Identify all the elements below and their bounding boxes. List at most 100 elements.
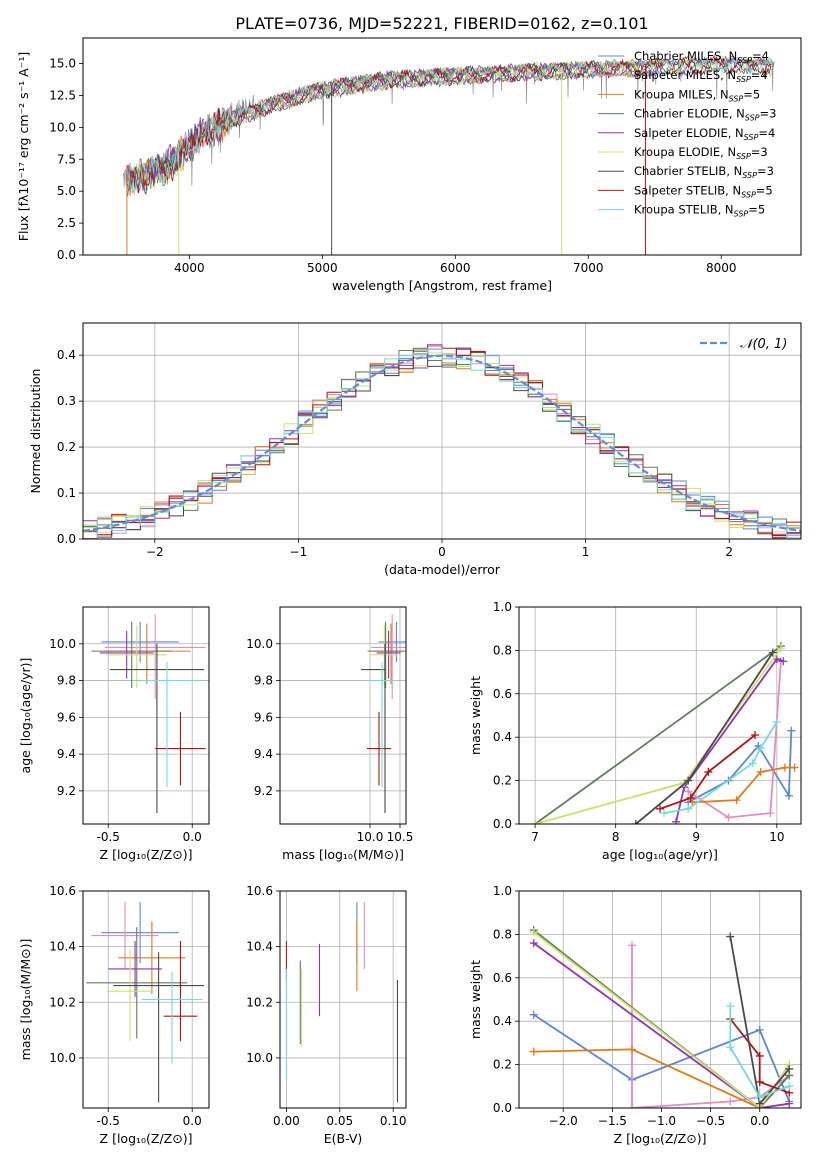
data-point-marker (768, 648, 777, 657)
x-tick-label: 5000 (307, 261, 338, 275)
axes-frame (518, 890, 802, 1109)
y-tick-label: 0.0 (493, 1101, 512, 1115)
legend-label: Kroupa ELODIE, NSSP=3 (634, 145, 768, 161)
y-tick-label: 1.0 (493, 884, 512, 898)
data-point-marker (529, 1010, 538, 1019)
y-tick-label: 0.6 (493, 971, 512, 985)
model-spectrum-line (126, 58, 641, 197)
y-axis-label: Normed distribution (28, 369, 43, 494)
legend-label: Salpeter STELIB, NSSP=5 (634, 183, 773, 199)
data-point-marker (529, 928, 538, 937)
error-bars (285, 902, 399, 1103)
y-tick-label: 0.4 (57, 348, 76, 362)
data-point-marker (790, 763, 799, 772)
x-tick-label: 0.05 (326, 1114, 353, 1128)
y-tick-label: 10.0 (49, 1051, 76, 1065)
data-point-marker (766, 809, 775, 818)
x-tick-label: −2.0 (549, 1114, 578, 1128)
data-point-marker (780, 763, 789, 772)
histogram-step-line (83, 348, 801, 539)
x-tick-label: 4000 (174, 261, 205, 275)
y-tick-label: 0.2 (493, 1058, 512, 1072)
axes-frame (279, 890, 407, 1109)
data-point-marker (531, 820, 540, 824)
data-point-marker (784, 791, 793, 800)
series-line (729, 1006, 790, 1099)
figure-title: PLATE=0736, MJD=52221, FIBERID=0162, z=0… (235, 14, 648, 33)
y-tick-label: 10.6 (49, 884, 76, 898)
x-tick-label: 0.0 (183, 830, 202, 844)
data-point-marker (755, 1077, 764, 1086)
y-tick-label: 0.0 (493, 817, 512, 831)
y-tick-label: 10.0 (49, 637, 76, 651)
data-point-marker (785, 1099, 794, 1108)
y-tick-label: 9.6 (57, 710, 76, 724)
y-tick-label: 9.6 (254, 710, 273, 724)
x-tick-label: −1 (290, 545, 308, 559)
axes-frame (82, 322, 802, 540)
data-point-marker (732, 796, 741, 805)
data-point-marker (686, 793, 695, 802)
legend-label: Salpeter MILES, NSSP=4 (634, 68, 768, 84)
axes-mass_vs_ebv: 0.00 0.05 0.10 10.0 10.2 10.4 10.6 E(B-V) (246, 884, 406, 1146)
legend: 𝒩(0, 1) (700, 337, 787, 352)
data-point-marker (756, 744, 765, 753)
data-point-marker (779, 657, 788, 666)
legend: Chabrier MILES, NSSP=4 Salpeter MILES, NS… (598, 49, 776, 219)
axes-spectrum: 4000 5000 6000 7000 8000 0.0 2.5 5.0 7.5 10.0 12.5… (16, 52, 736, 293)
series-line (533, 1013, 791, 1102)
axes-mass_weight_vs_Z: −2.0 −1.5 −1.0 −0.5 0.0 0.0 0.2 0.4 0.6 0.8 1.0 Z [… (468, 884, 801, 1146)
panel-mass-vs-Z: -0.5 0.0 10.0 10.2 10.4 10.6 Z [log₁₀(Z/Z⊙)] ma… (18, 884, 210, 1146)
y-axis-label: mass [log₁₀(M/M⊙)] (18, 939, 33, 1061)
axes-frame (518, 606, 802, 825)
y-tick-label: 10.2 (49, 995, 76, 1009)
y-tick-label: 0.0 (57, 532, 76, 546)
y-tick-label: 2.5 (57, 216, 76, 230)
data-point-marker (755, 1051, 764, 1060)
data-point-marker (726, 1002, 735, 1011)
y-tick-label: 5.0 (57, 184, 76, 198)
x-tick-label: 10.5 (387, 830, 414, 844)
axes-frame (279, 606, 407, 825)
y-tick-label: 9.4 (254, 747, 273, 761)
y-tick-label: 9.2 (254, 784, 273, 798)
panel-spectrum: 4000 5000 6000 7000 8000 0.0 2.5 5.0 7.5 10.0 12.5… (16, 37, 802, 293)
data-point-marker (776, 644, 785, 653)
axes-frame (82, 890, 210, 1109)
x-tick-label: 0.0 (750, 1114, 769, 1128)
y-axis-label: mass weight (468, 676, 483, 755)
data-point-marker (684, 804, 693, 813)
y-tick-label: 10.4 (246, 940, 273, 954)
legend-label: Kroupa MILES, NSSP=5 (634, 87, 760, 103)
y-tick-label: 0.0 (57, 248, 76, 262)
x-tick-label: 6000 (440, 261, 471, 275)
data-point-marker (627, 1104, 636, 1108)
legend-label: Chabrier ELODIE, NSSP=3 (634, 107, 776, 123)
x-tick-label: 0.0 (183, 1114, 202, 1128)
data-point-marker (726, 1097, 735, 1106)
data-point-marker (751, 731, 760, 740)
x-tick-label: -0.5 (96, 830, 119, 844)
y-tick-label: 0.2 (57, 440, 76, 454)
x-tick-label: 10 (769, 830, 784, 844)
data-point-marker (704, 767, 713, 776)
y-tick-label: 0.4 (493, 730, 512, 744)
y-tick-label: 0.6 (493, 687, 512, 701)
x-axis-label: mass [log₁₀(M/M⊙)] (282, 847, 404, 862)
x-tick-label: 10.0 (357, 830, 384, 844)
axes-mass_weight_vs_age: 7 8 9 10 0.0 0.2 0.4 0.6 0.8 1.0 age [log₁₀(age/yr… (468, 600, 801, 862)
data-point-marker (724, 813, 733, 822)
data-point-marker (755, 1025, 764, 1034)
spectrum-lines (122, 54, 775, 255)
weight-lines (531, 642, 799, 824)
data-point-marker (684, 787, 693, 796)
y-tick-label: 7.5 (57, 152, 76, 166)
data-point-marker (627, 1045, 636, 1054)
panel-mass-weight-vs-age: 7 8 9 10 0.0 0.2 0.4 0.6 0.8 1.0 age [log₁₀(age/yr… (468, 600, 802, 862)
legend-label: Salpeter ELODIE, NSSP=4 (634, 126, 775, 142)
x-axis-label: (data-model)/error (384, 562, 501, 577)
y-tick-label: 0.2 (493, 774, 512, 788)
data-point-marker (748, 759, 757, 768)
series-line (729, 1018, 790, 1094)
